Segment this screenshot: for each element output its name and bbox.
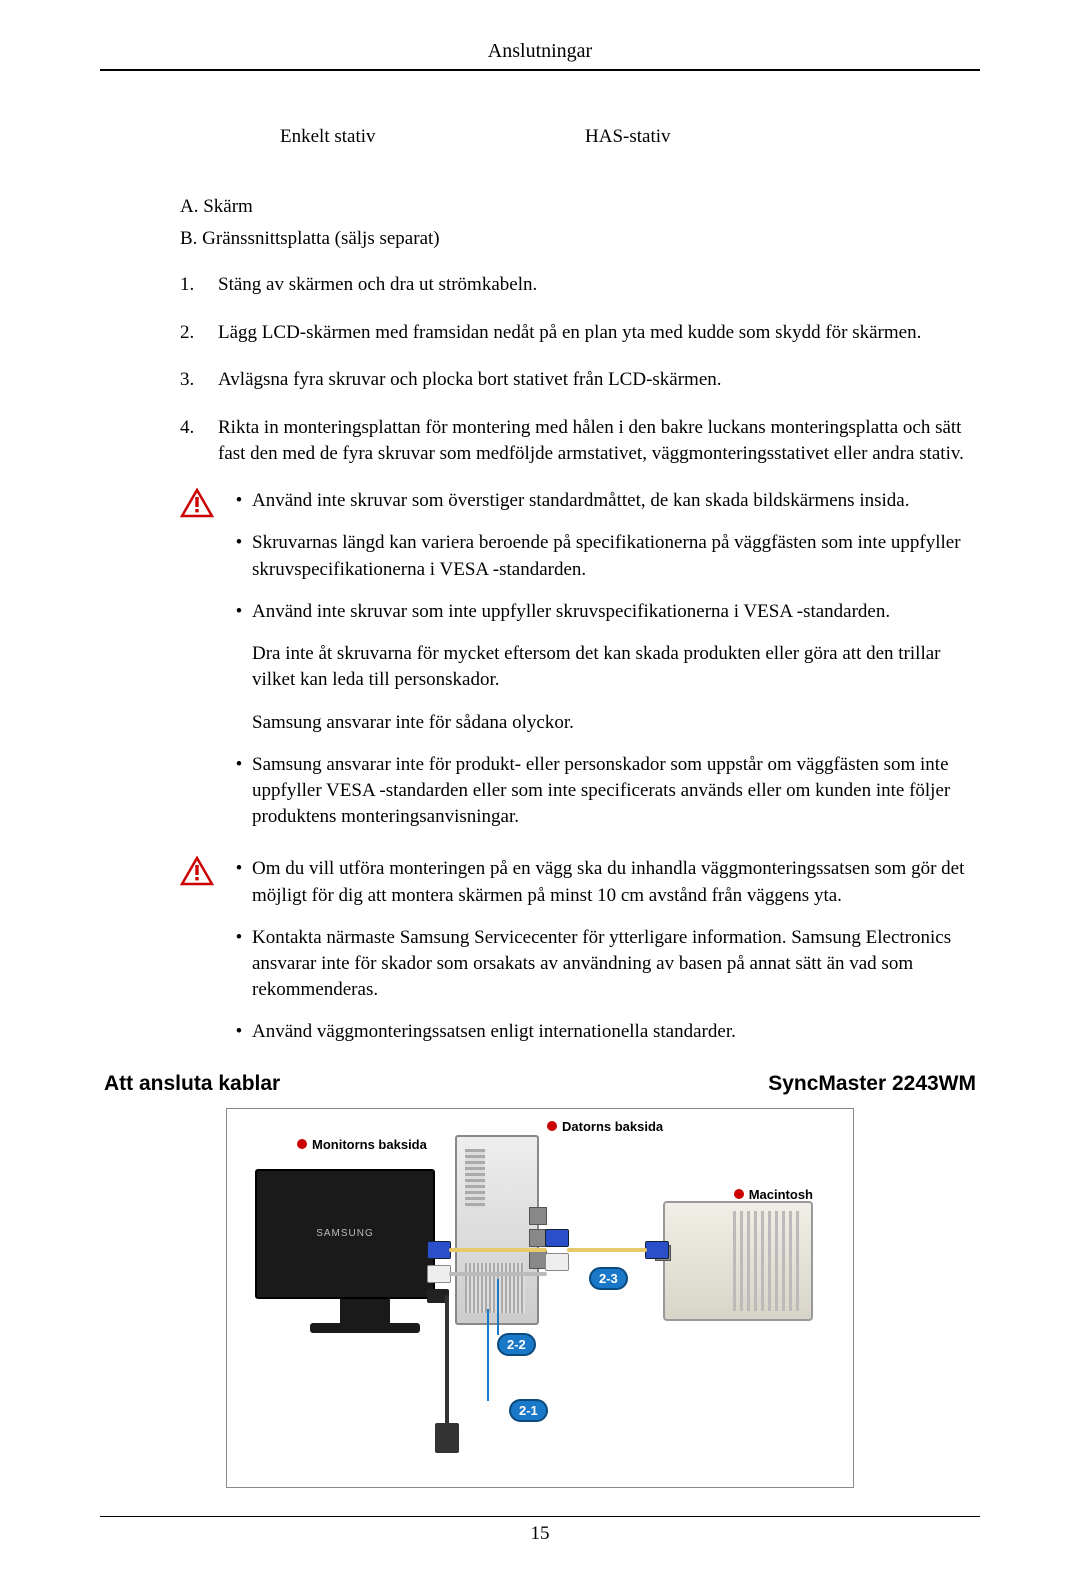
step-2: 2. Lägg LCD-skärmen med framsidan nedåt … bbox=[180, 320, 980, 346]
bullet-dot: • bbox=[226, 1019, 252, 1045]
warning-icon-col bbox=[100, 856, 226, 1061]
leader-line bbox=[487, 1309, 489, 1401]
bullet-text: Samsung ansvarar inte för produkt- eller… bbox=[252, 752, 974, 831]
bullet-text: Använd inte skruvar som överstiger stand… bbox=[252, 488, 974, 514]
macintosh-label: Macintosh bbox=[734, 1187, 813, 1202]
dvi-connector-icon bbox=[545, 1253, 569, 1271]
warn-bullet: • Om du vill utföra monteringen på en vä… bbox=[226, 856, 974, 908]
vga-connector-icon bbox=[427, 1241, 451, 1259]
warn-bullet: • Skruvarnas längd kan variera beroende … bbox=[226, 530, 974, 582]
monitor-base bbox=[310, 1323, 420, 1333]
dvi-connector-icon bbox=[427, 1265, 451, 1283]
pc-grill bbox=[465, 1263, 525, 1313]
step-text: Stäng av skärmen och dra ut strömkabeln. bbox=[218, 272, 537, 298]
warn-bullet: • Kontakta närmaste Samsung Servicecente… bbox=[226, 925, 974, 1004]
badge-2-2: 2-2 bbox=[497, 1333, 536, 1356]
monitor-brand: SAMSUNG bbox=[316, 1228, 374, 1239]
connection-diagram: Monitorns baksida Datorns baksida Macint… bbox=[226, 1108, 854, 1488]
bullet-text: Om du vill utföra monteringen på en vägg… bbox=[252, 856, 974, 908]
warning-block-2: • Om du vill utföra monteringen på en vä… bbox=[100, 856, 980, 1061]
warn-bullet: • Använd inte skruvar som överstiger sta… bbox=[226, 488, 974, 514]
bullet-text: Använd inte skruvar som inte uppfyller s… bbox=[252, 599, 974, 625]
bullet-dot: • bbox=[226, 530, 252, 582]
label-text: Macintosh bbox=[749, 1187, 813, 1202]
item-a: A. Skärm bbox=[180, 196, 980, 218]
model-name: SyncMaster 2243WM bbox=[768, 1072, 976, 1096]
step-4: 4. Rikta in monteringsplattan för monter… bbox=[180, 415, 980, 466]
page-number: 15 bbox=[100, 1523, 980, 1545]
step-num: 4. bbox=[180, 415, 218, 466]
monitor-body: SAMSUNG bbox=[255, 1169, 435, 1299]
warn-bullet: • Använd väggmonteringssatsen enligt int… bbox=[226, 1019, 974, 1045]
stativ-labels-row: Enkelt stativ HAS-stativ bbox=[100, 126, 980, 148]
step-text: Lägg LCD-skärmen med framsidan nedåt på … bbox=[218, 320, 921, 346]
badge-2-3: 2-3 bbox=[589, 1267, 628, 1290]
badge-2-1: 2-1 bbox=[509, 1399, 548, 1422]
cable-icon bbox=[567, 1248, 647, 1252]
warning-block-1: • Använd inte skruvar som överstiger sta… bbox=[100, 488, 980, 846]
power-plug-icon bbox=[435, 1423, 459, 1453]
power-cable-icon bbox=[445, 1295, 449, 1425]
red-dot-icon bbox=[297, 1139, 307, 1149]
warning-bullets: • Om du vill utföra monteringen på en vä… bbox=[226, 856, 980, 1061]
cable-icon bbox=[449, 1248, 547, 1252]
bullet-dot: • bbox=[226, 925, 252, 1004]
section-heading-row: Att ansluta kablar SyncMaster 2243WM bbox=[100, 1072, 980, 1096]
leader-line bbox=[497, 1279, 499, 1335]
step-text: Rikta in monteringsplattan för montering… bbox=[218, 415, 980, 466]
page-footer: 15 bbox=[100, 1516, 980, 1545]
footer-rule bbox=[100, 1516, 980, 1517]
mac-body bbox=[663, 1201, 813, 1321]
pc-back-label: Datorns baksida bbox=[547, 1119, 663, 1134]
label-text: Datorns baksida bbox=[562, 1119, 663, 1134]
warning-triangle-icon bbox=[180, 856, 214, 886]
mac-graphic bbox=[663, 1201, 833, 1341]
monitor-back-label: Monitorns baksida bbox=[297, 1137, 427, 1152]
item-b: B. Gränssnittsplatta (säljs separat) bbox=[180, 228, 980, 250]
vga-connector-icon bbox=[645, 1241, 669, 1259]
vga-connector-icon bbox=[545, 1229, 569, 1247]
connection-diagram-wrap: Monitorns baksida Datorns baksida Macint… bbox=[100, 1108, 980, 1488]
label-text: Monitorns baksida bbox=[312, 1137, 427, 1152]
stativ-has: HAS-stativ bbox=[585, 126, 671, 148]
warn-bullet: • Använd inte skruvar som inte uppfyller… bbox=[226, 599, 974, 625]
numbered-steps: 1. Stäng av skärmen och dra ut strömkabe… bbox=[100, 272, 980, 466]
warning-triangle-icon bbox=[180, 488, 214, 518]
bullet-dot: • bbox=[226, 488, 252, 514]
warning-icon-col bbox=[100, 488, 226, 846]
warn-bullet: • Samsung ansvarar inte för produkt- ell… bbox=[226, 752, 974, 831]
pc-slots bbox=[465, 1149, 485, 1209]
bullet-dot: • bbox=[226, 599, 252, 625]
bullet-text: Skruvarnas längd kan variera beroende på… bbox=[252, 530, 974, 582]
bullet-text: Kontakta närmaste Samsung Servicecenter … bbox=[252, 925, 974, 1004]
warning-bullets: • Använd inte skruvar som överstiger sta… bbox=[226, 488, 980, 846]
red-dot-icon bbox=[547, 1121, 557, 1131]
step-num: 1. bbox=[180, 272, 218, 298]
bullet-text: Använd väggmonteringssatsen enligt inter… bbox=[252, 1019, 974, 1045]
step-num: 2. bbox=[180, 320, 218, 346]
pc-port bbox=[529, 1207, 547, 1225]
bullet-dot: • bbox=[226, 752, 252, 831]
bullet-dot: • bbox=[226, 856, 252, 908]
step-num: 3. bbox=[180, 367, 218, 393]
red-dot-icon bbox=[734, 1189, 744, 1199]
warn-para: Dra inte åt skruvarna för mycket efterso… bbox=[226, 641, 974, 693]
section-title: Att ansluta kablar bbox=[104, 1072, 280, 1096]
warn-para: Samsung ansvarar inte för sådana olyckor… bbox=[226, 710, 974, 736]
stativ-enkelt: Enkelt stativ bbox=[280, 126, 585, 148]
step-1: 1. Stäng av skärmen och dra ut strömkabe… bbox=[180, 272, 980, 298]
cable-icon bbox=[449, 1272, 547, 1276]
step-3: 3. Avlägsna fyra skruvar och plocka bort… bbox=[180, 367, 980, 393]
step-text: Avlägsna fyra skruvar och plocka bort st… bbox=[218, 367, 722, 393]
ab-list: A. Skärm B. Gränssnittsplatta (säljs sep… bbox=[100, 196, 980, 250]
mac-vents bbox=[733, 1211, 803, 1311]
monitor-stand bbox=[340, 1299, 390, 1323]
page-header: Anslutningar bbox=[100, 40, 980, 71]
